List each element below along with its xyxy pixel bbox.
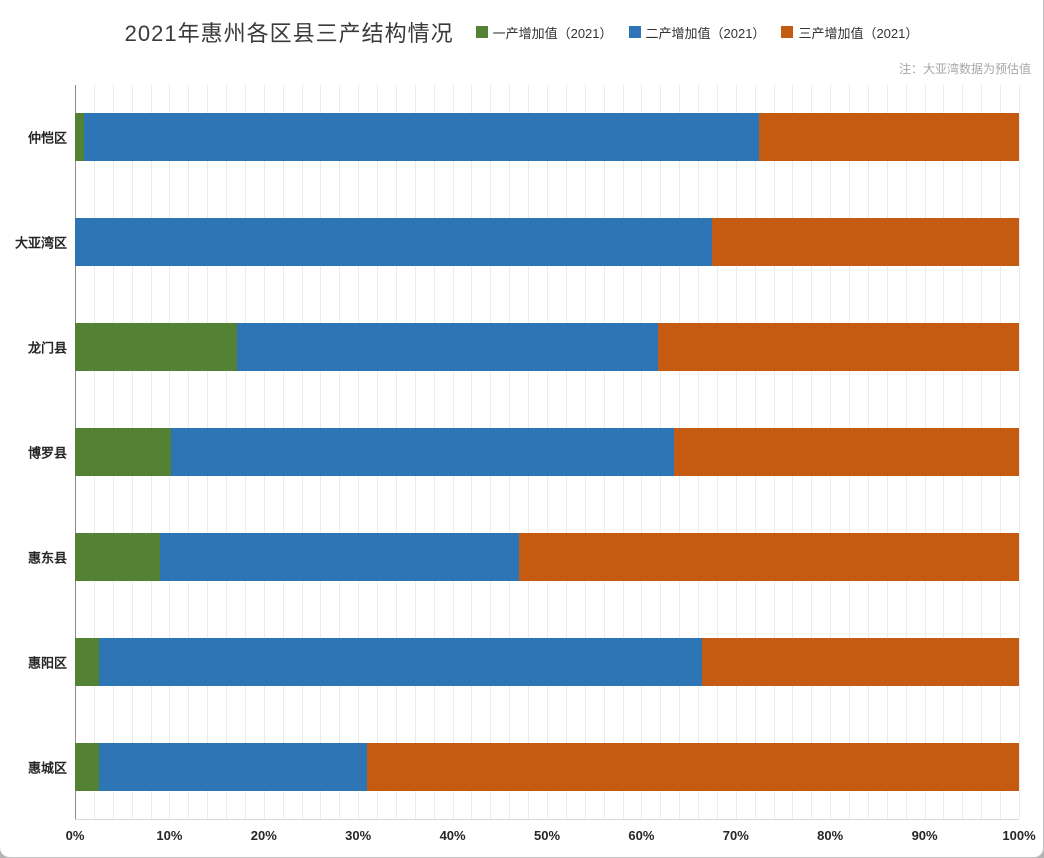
bar-segment-tertiary-industry bbox=[701, 637, 1019, 686]
chart-header: 2021年惠州各区县三产结构情况 一产增加值（2021） 二产增加值（2021） 三… bbox=[0, 16, 1043, 48]
legend-label: 二产增加值（2021） bbox=[645, 25, 766, 41]
x-axis-tick-label: 0% bbox=[65, 828, 85, 843]
bar-row bbox=[75, 400, 1019, 505]
y-axis-label: 龙门县 bbox=[27, 340, 67, 356]
bar-row bbox=[75, 295, 1019, 400]
bar-segment-tertiary-industry bbox=[712, 218, 1019, 267]
bar-segment-primary-industry bbox=[75, 532, 160, 581]
bar-row bbox=[75, 190, 1019, 295]
legend-item-primary-industry[interactable]: 一产增加值（2021） bbox=[475, 23, 613, 42]
bar-segment-primary-industry bbox=[75, 323, 238, 372]
bar-segment-tertiary-industry bbox=[518, 532, 1019, 581]
bar-segment-secondary-industry bbox=[98, 742, 367, 791]
bars bbox=[75, 85, 1019, 819]
y-axis-label: 博罗县 bbox=[27, 445, 67, 461]
bar-segment-tertiary-industry bbox=[674, 427, 1019, 476]
y-axis-label: 惠东县 bbox=[27, 550, 67, 566]
x-axis-tick-label: 10% bbox=[156, 828, 183, 843]
x-axis-tick-label: 30% bbox=[345, 828, 372, 843]
y-axis-label: 惠城区 bbox=[27, 760, 67, 776]
x-axis-tick-label: 70% bbox=[722, 828, 749, 843]
y-axis-label: 大亚湾区 bbox=[14, 235, 67, 251]
bar-segment-secondary-industry bbox=[237, 323, 659, 372]
legend-swatch-icon bbox=[475, 26, 488, 38]
bar-segment-secondary-industry bbox=[159, 532, 519, 581]
bar-segment-primary-industry bbox=[75, 427, 172, 476]
y-axis-label: 惠阳区 bbox=[27, 655, 67, 671]
bar-row bbox=[75, 609, 1019, 714]
bar-segment-tertiary-industry bbox=[366, 742, 1019, 791]
bar-row bbox=[75, 504, 1019, 609]
bar-segment-secondary-industry bbox=[171, 427, 675, 476]
y-axis-label: 仲恺区 bbox=[27, 130, 67, 146]
legend: 一产增加值（2021） 二产增加值（2021） 三产增加值（2021） bbox=[475, 23, 918, 42]
bar-segment-secondary-industry bbox=[75, 218, 713, 267]
gridline bbox=[1019, 85, 1020, 819]
bar-segment-secondary-industry bbox=[84, 113, 760, 162]
bar-segment-primary-industry bbox=[75, 113, 85, 162]
x-axis-tick-label: 20% bbox=[250, 828, 277, 843]
legend-label: 一产增加值（2021） bbox=[492, 25, 613, 41]
legend-swatch-icon bbox=[781, 26, 794, 38]
x-axis-tick-label: 80% bbox=[817, 828, 844, 843]
bar-segment-primary-industry bbox=[75, 637, 99, 686]
x-axis-tick-label: 50% bbox=[533, 828, 561, 843]
plot-area: 仲恺区大亚湾区龙门县博罗县惠东县惠阳区惠城区 0% 10% 20% 30% 40% 50% 6… bbox=[15, 85, 1036, 843]
bar-row bbox=[75, 85, 1019, 190]
legend-swatch-icon bbox=[628, 26, 641, 38]
bar-segment-primary-industry bbox=[75, 742, 99, 791]
legend-item-tertiary-industry[interactable]: 三产增加值（2021） bbox=[781, 23, 918, 42]
x-axis-tick-label: 100% bbox=[1002, 828, 1036, 843]
bar-segment-tertiary-industry bbox=[658, 323, 1019, 372]
bar-segment-secondary-industry bbox=[98, 637, 702, 686]
chart-note: 注：大亚湾数据为预估值 bbox=[898, 62, 1031, 76]
x-axis-tick-label: 90% bbox=[911, 828, 938, 843]
legend-label: 三产增加值（2021） bbox=[798, 25, 919, 41]
chart-title: 2021年惠州各区县三产结构情况 bbox=[124, 21, 454, 46]
bar-row bbox=[75, 714, 1019, 819]
legend-item-secondary-industry[interactable]: 二产增加值（2021） bbox=[628, 23, 766, 42]
x-axis-tick-label: 60% bbox=[628, 828, 655, 843]
x-axis-tick-label: 40% bbox=[439, 828, 466, 843]
bar-segment-tertiary-industry bbox=[759, 113, 1019, 162]
